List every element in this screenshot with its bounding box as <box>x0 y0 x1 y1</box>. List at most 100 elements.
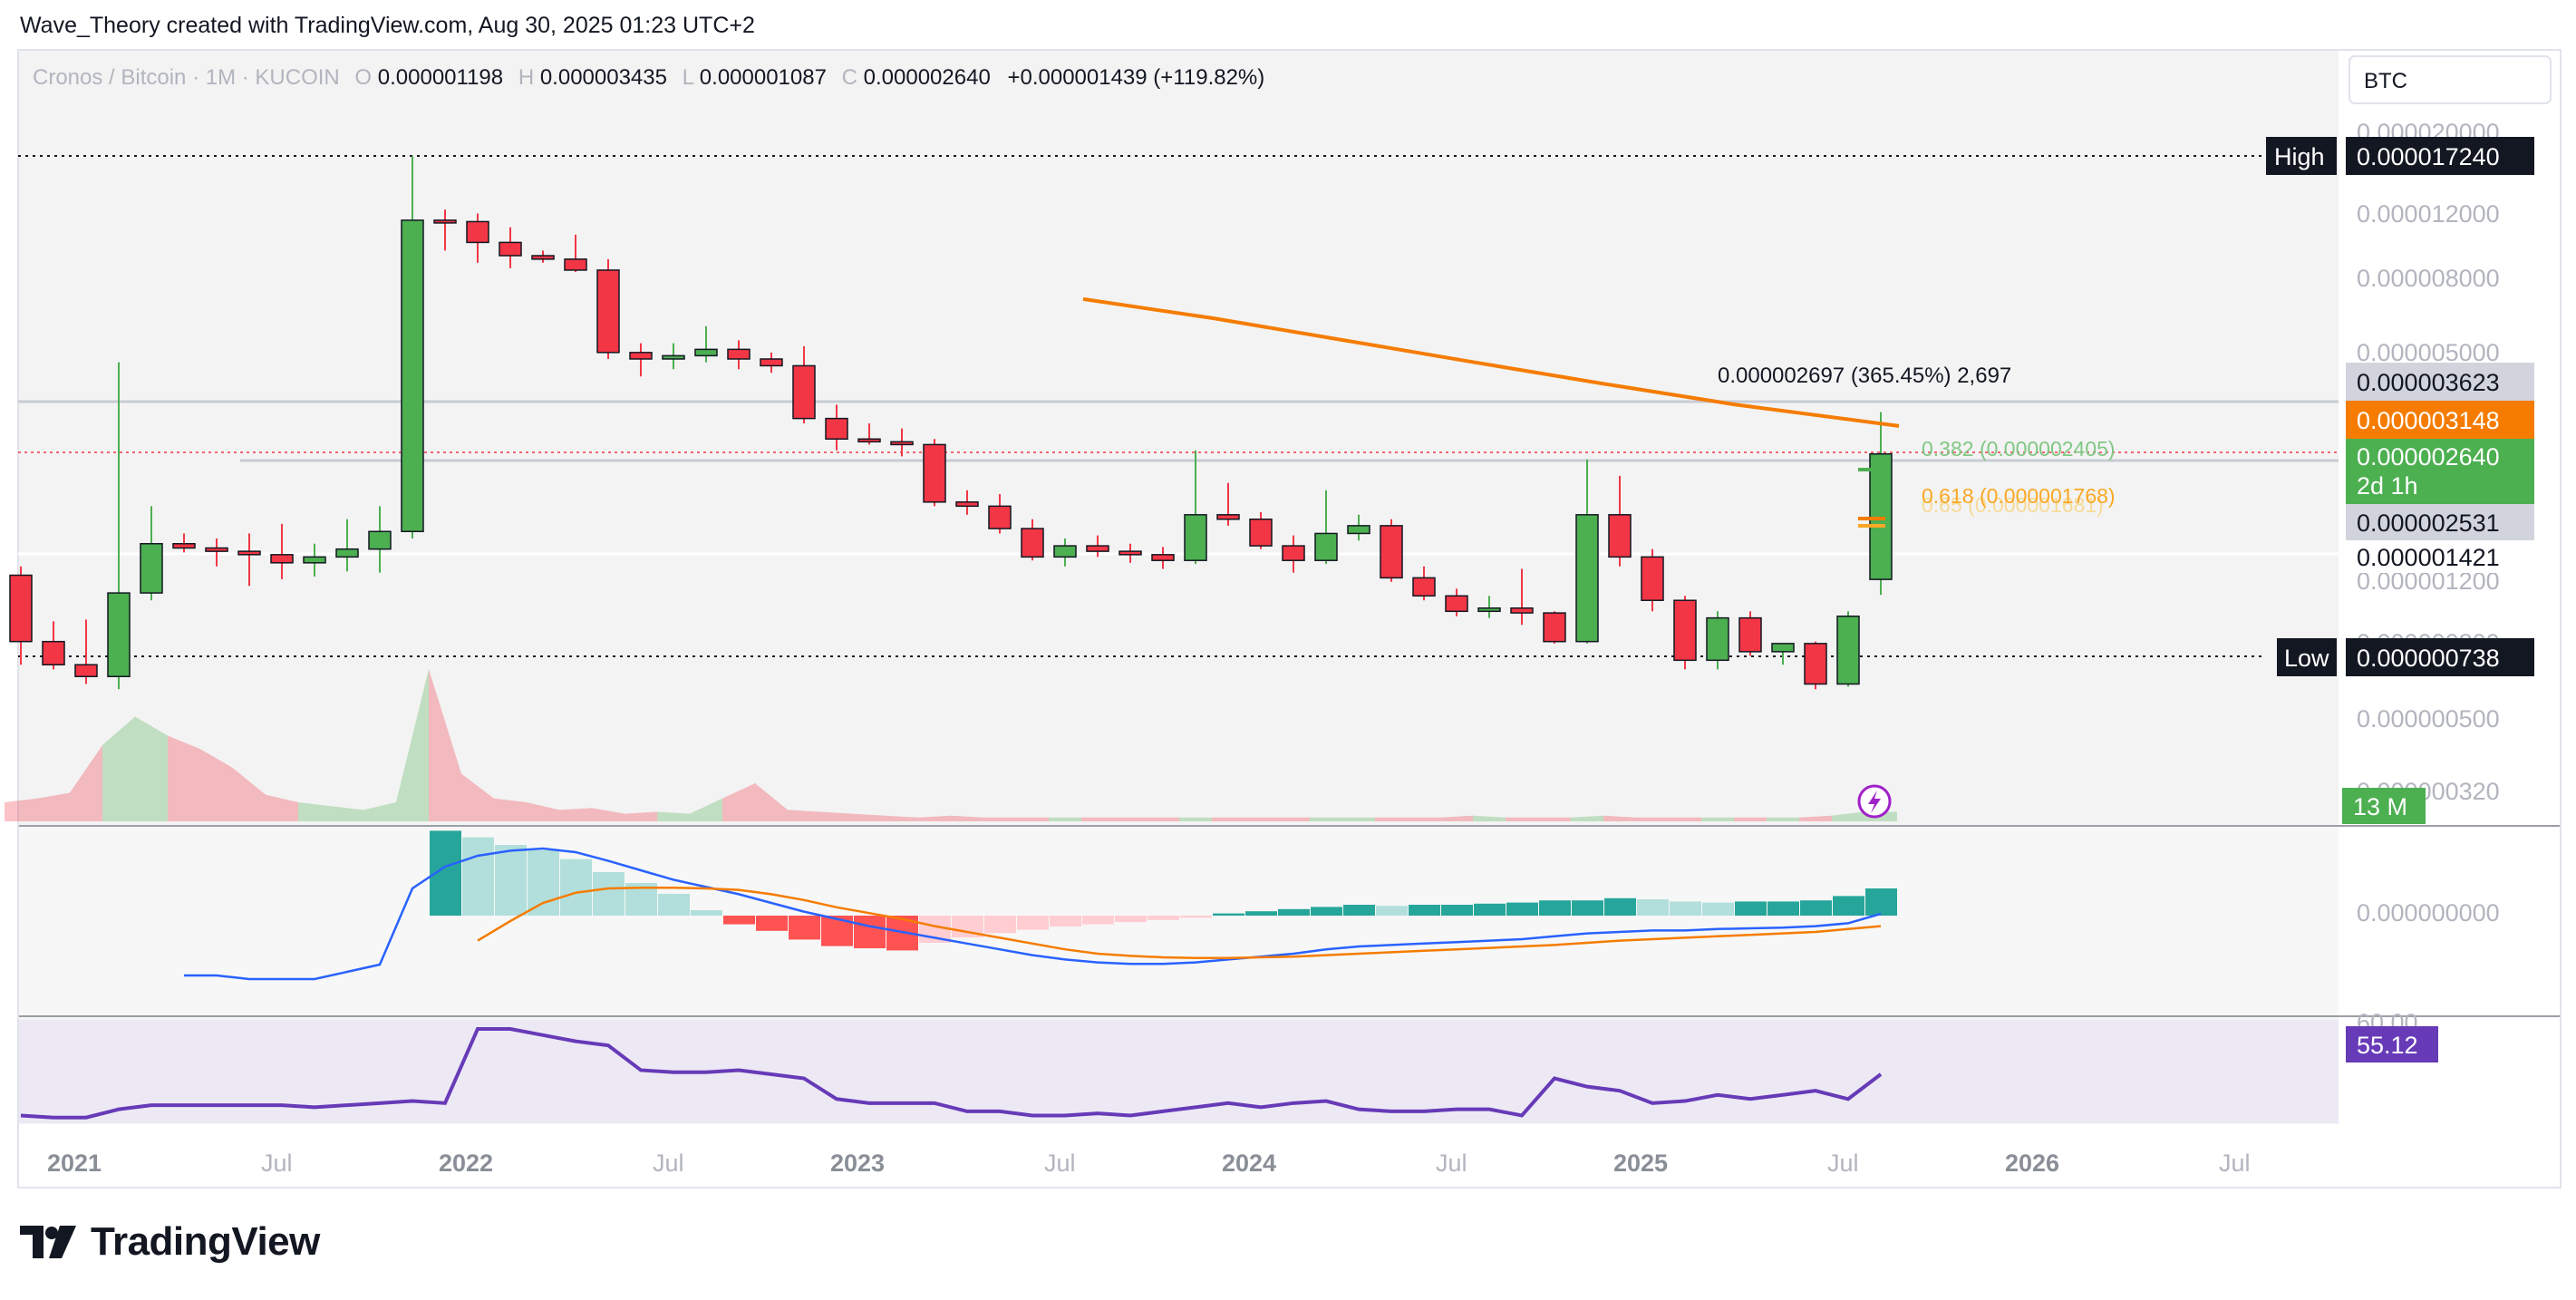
candle-body[interactable] <box>1216 514 1240 520</box>
volume-bar <box>1832 811 1864 821</box>
candle-body[interactable] <box>1184 514 1207 561</box>
legend-l-label: L <box>683 65 694 90</box>
macd-histogram-bar <box>1539 900 1571 916</box>
candle-body[interactable] <box>694 348 718 357</box>
candle-body[interactable] <box>857 438 881 443</box>
level-2-bg <box>2346 504 2534 540</box>
candle-body[interactable] <box>792 364 816 420</box>
candle-body[interactable] <box>1314 532 1338 561</box>
volume-bar <box>1701 817 1734 821</box>
candle-body[interactable] <box>596 269 620 354</box>
candle-body[interactable] <box>42 640 65 666</box>
macd-histogram-bar <box>1082 916 1114 925</box>
volume-bar <box>918 815 951 821</box>
candle-body[interactable] <box>825 417 848 441</box>
candle-body[interactable] <box>335 548 359 558</box>
candle-body[interactable] <box>1510 607 1534 614</box>
time-label-11: Jul <box>2219 1150 2251 1177</box>
candle-body[interactable] <box>1575 514 1599 643</box>
candle-body[interactable] <box>1021 528 1044 558</box>
candle-body[interactable] <box>760 358 783 367</box>
candle-body[interactable] <box>9 574 33 643</box>
candle-body[interactable] <box>1608 514 1632 558</box>
candle-body[interactable] <box>237 550 261 556</box>
volume-bar <box>1669 817 1701 821</box>
candle-body[interactable] <box>368 530 392 550</box>
candle-body[interactable] <box>1445 595 1468 613</box>
time-label-10: 2026 <box>2005 1150 2059 1177</box>
volume-bar <box>1408 817 1440 821</box>
candle-body[interactable] <box>1869 452 1893 580</box>
candle-body[interactable] <box>1641 556 1664 601</box>
candle-body[interactable] <box>1804 643 1827 685</box>
macd-histogram-bar <box>1865 888 1897 916</box>
volume-bar <box>1636 817 1669 821</box>
candle-body[interactable] <box>1347 525 1370 535</box>
tradingview-logo-icon <box>20 1226 76 1258</box>
candle-body[interactable] <box>988 505 1012 529</box>
footer-logo[interactable]: TradingView <box>20 1219 320 1265</box>
candle-body[interactable] <box>1836 616 1860 685</box>
volume-bar <box>1016 817 1049 821</box>
candle-body[interactable] <box>923 443 946 503</box>
low-tag-bg <box>2277 638 2337 676</box>
candle-body[interactable] <box>74 664 98 677</box>
volume-bar <box>690 798 722 821</box>
candle-body[interactable] <box>433 219 457 224</box>
volume-bar <box>298 802 331 821</box>
candle-body[interactable] <box>662 354 685 360</box>
candle-body[interactable] <box>1086 545 1109 552</box>
volume-bar <box>168 735 200 821</box>
level-1-bg <box>2346 363 2534 401</box>
volume-bar <box>1147 817 1179 821</box>
candle-body[interactable] <box>1119 550 1142 556</box>
candle-body[interactable] <box>1412 577 1436 597</box>
price-tick-3: 0.000005000 <box>2357 339 2500 366</box>
legend-low: 0.000001087 <box>700 65 827 90</box>
candle-body[interactable] <box>1543 612 1566 643</box>
time-label-1: Jul <box>261 1150 293 1177</box>
volume-bar <box>1342 817 1375 821</box>
candle-body[interactable] <box>140 542 163 594</box>
measure-annotation: 0.000002697 (365.45%) 2,697 <box>1718 364 2011 388</box>
macd-histogram-bar <box>528 850 559 916</box>
candle-body[interactable] <box>172 542 196 549</box>
candle-body[interactable] <box>205 547 228 552</box>
candle-body[interactable] <box>1249 518 1273 547</box>
currency-box[interactable] <box>2348 55 2552 104</box>
candle-series <box>9 156 1893 690</box>
candle-body[interactable] <box>1673 599 1697 662</box>
volume-value: 13 M <box>2353 793 2407 820</box>
macd-panel-bg[interactable] <box>18 827 2339 1015</box>
candle-body[interactable] <box>1738 616 1762 653</box>
candle-body[interactable] <box>1282 545 1305 561</box>
volume-bar <box>722 783 755 821</box>
macd-histogram-bar <box>1213 913 1244 916</box>
volume-bar <box>527 802 559 821</box>
candle-body[interactable] <box>955 501 979 508</box>
macd-histogram-bar <box>1409 905 1440 916</box>
volume-bar <box>1081 817 1114 821</box>
candle-body[interactable] <box>1706 616 1729 662</box>
candle-body[interactable] <box>499 241 522 257</box>
volume-bar <box>1440 815 1473 821</box>
candle-body[interactable] <box>107 592 131 677</box>
candle-body[interactable] <box>1151 554 1175 561</box>
candle-body[interactable] <box>564 258 587 271</box>
volume-bar <box>5 798 37 821</box>
candle-body[interactable] <box>1380 525 1403 579</box>
candle-body[interactable] <box>303 556 326 564</box>
candle-body[interactable] <box>890 441 914 446</box>
candle-body[interactable] <box>1053 545 1077 558</box>
candle-body[interactable] <box>1771 643 1795 653</box>
legend-c-label: C <box>842 65 857 90</box>
candle-body[interactable] <box>629 352 653 360</box>
candle-body[interactable] <box>270 554 294 564</box>
candle-body[interactable] <box>401 219 424 533</box>
volume-bar <box>429 669 461 821</box>
candle-body[interactable] <box>466 220 489 244</box>
candle-body[interactable] <box>727 348 751 360</box>
candle-body[interactable] <box>1477 607 1501 613</box>
volume-bar <box>233 768 266 821</box>
candle-body[interactable] <box>531 255 555 260</box>
